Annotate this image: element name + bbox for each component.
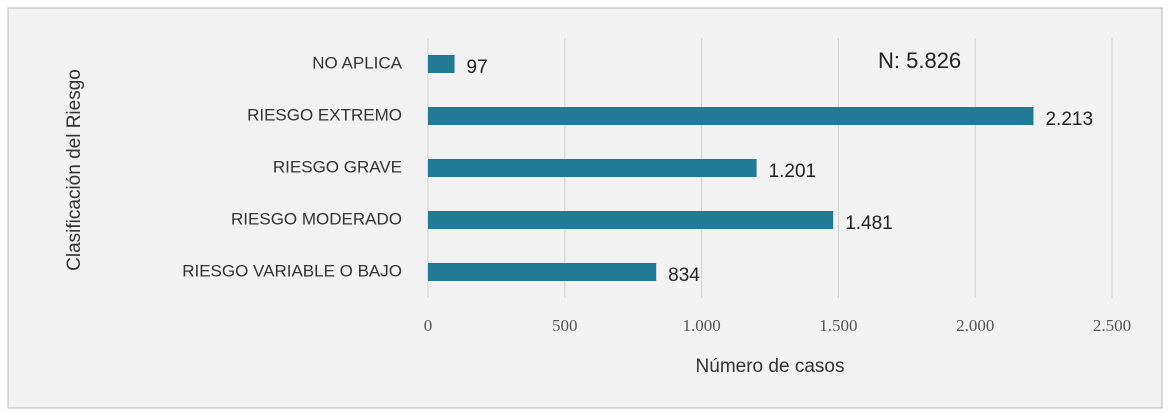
- x-tick-label: 0: [424, 316, 433, 335]
- y-tick-label: RIESGO EXTREMO: [247, 105, 402, 124]
- x-axis-label: Número de casos: [696, 356, 845, 377]
- y-axis-label: Clasificación del Riesgo: [64, 69, 85, 271]
- chart-background: [7, 7, 1163, 409]
- y-tick-label: RIESGO MODERADO: [231, 209, 402, 228]
- bar: [428, 263, 657, 281]
- x-tick-label: 1.500: [819, 316, 857, 335]
- y-tick-label: RIESGO VARIABLE O BAJO: [182, 261, 402, 280]
- bar: [428, 107, 1034, 125]
- x-tick-label: 500: [552, 316, 578, 335]
- x-tick-label: 1.000: [682, 316, 720, 335]
- value-label: 97: [467, 57, 488, 78]
- bar: [428, 55, 455, 73]
- value-label: 2.213: [1045, 109, 1093, 130]
- bar: [428, 211, 834, 229]
- x-tick-label: 2.500: [1093, 316, 1131, 335]
- y-tick-label: RIESGO GRAVE: [273, 157, 402, 176]
- x-tick-label: 2.000: [956, 316, 994, 335]
- annotation: N: 5.826: [878, 48, 961, 73]
- bar: [428, 159, 757, 177]
- value-label: 1.481: [845, 213, 893, 234]
- y-tick-label: NO APLICA: [312, 53, 402, 72]
- value-label: 834: [668, 265, 700, 286]
- value-label: 1.201: [769, 161, 817, 182]
